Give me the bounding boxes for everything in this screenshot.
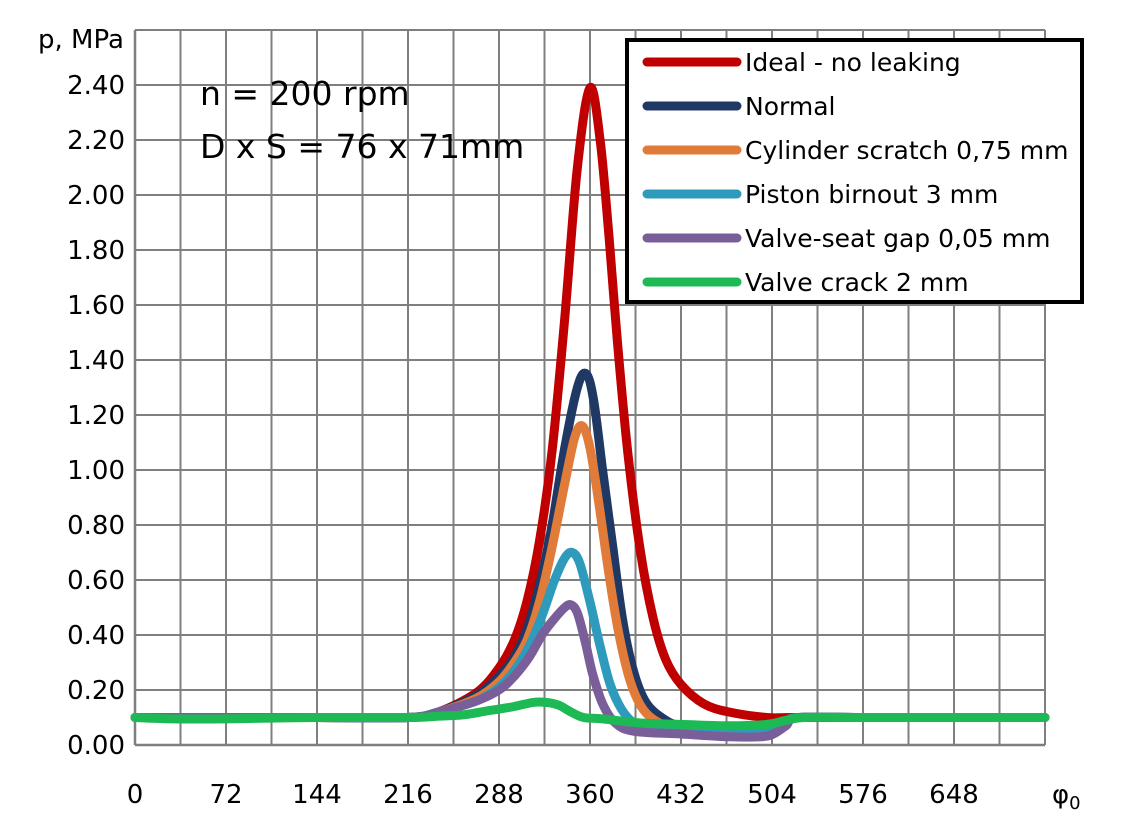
y-tick-label: 0.00 <box>67 731 125 761</box>
series-line-valve-crack-2-mm <box>130 697 1050 731</box>
y-tick-label: 2.00 <box>67 181 125 211</box>
x-tick-label: 648 <box>929 780 979 810</box>
x-axis-title: φ0 <box>1052 780 1081 814</box>
legend-label-valve-crack-2-mm: Valve crack 2 mm <box>745 268 969 297</box>
legend-label-cylinder-scratch-0-75-mm: Cylinder scratch 0,75 mm <box>745 136 1069 165</box>
legend-label-valve-seat-gap-0-05-mm: Valve-seat gap 0,05 mm <box>745 224 1050 253</box>
y-tick-label: 1.20 <box>67 401 125 431</box>
x-tick-label: 432 <box>656 780 706 810</box>
x-tick-label: 288 <box>474 780 524 810</box>
y-tick-label: 0.60 <box>67 566 125 596</box>
y-tick-label: 0.40 <box>67 621 125 651</box>
y-tick-label: 1.60 <box>67 291 125 321</box>
annotations: n = 200 rpm D x S = 76 x 71mm <box>200 74 524 166</box>
x-tick-label: 504 <box>747 780 797 810</box>
x-axis-title-main: φ <box>1052 780 1069 810</box>
axis-titles: p, MPa φ0 <box>38 25 1081 814</box>
legend-label-normal: Normal <box>745 92 835 121</box>
x-tick-label: 576 <box>838 780 888 810</box>
legend-label-ideal-no-leaking: Ideal - no leaking <box>745 48 961 77</box>
legend-label-piston-birnout-3-mm: Piston birnout 3 mm <box>745 180 998 209</box>
y-tick-label: 0.20 <box>67 676 125 706</box>
legend-box <box>625 38 1084 304</box>
x-tick-label: 72 <box>209 780 242 810</box>
x-tick-label: 0 <box>127 780 144 810</box>
x-tick-label: 144 <box>292 780 342 810</box>
y-tick-label: 2.20 <box>67 126 125 156</box>
annotation-speed: n = 200 rpm <box>200 74 410 113</box>
x-tick-label: 360 <box>565 780 615 810</box>
y-tick-label: 1.00 <box>67 456 125 486</box>
y-tick-label: 2.40 <box>67 71 125 101</box>
x-tick-label: 216 <box>383 780 433 810</box>
x-axis-title-sub: 0 <box>1069 793 1080 814</box>
annotation-bore-stroke: D x S = 76 x 71mm <box>200 127 524 166</box>
y-tick-label: 1.40 <box>67 346 125 376</box>
y-axis-title: p, MPa <box>38 25 124 55</box>
y-tick-label: 1.80 <box>67 236 125 266</box>
series-lines <box>130 83 1050 742</box>
axes: 0.00 0.20 0.40 0.60 0.80 1.00 1.20 1.40 1.60 1.80… <box>67 30 1045 810</box>
y-tick-label: 0.80 <box>67 511 125 541</box>
legend: Ideal - no leaking Normal Cylinder scratch… <box>625 38 1084 304</box>
